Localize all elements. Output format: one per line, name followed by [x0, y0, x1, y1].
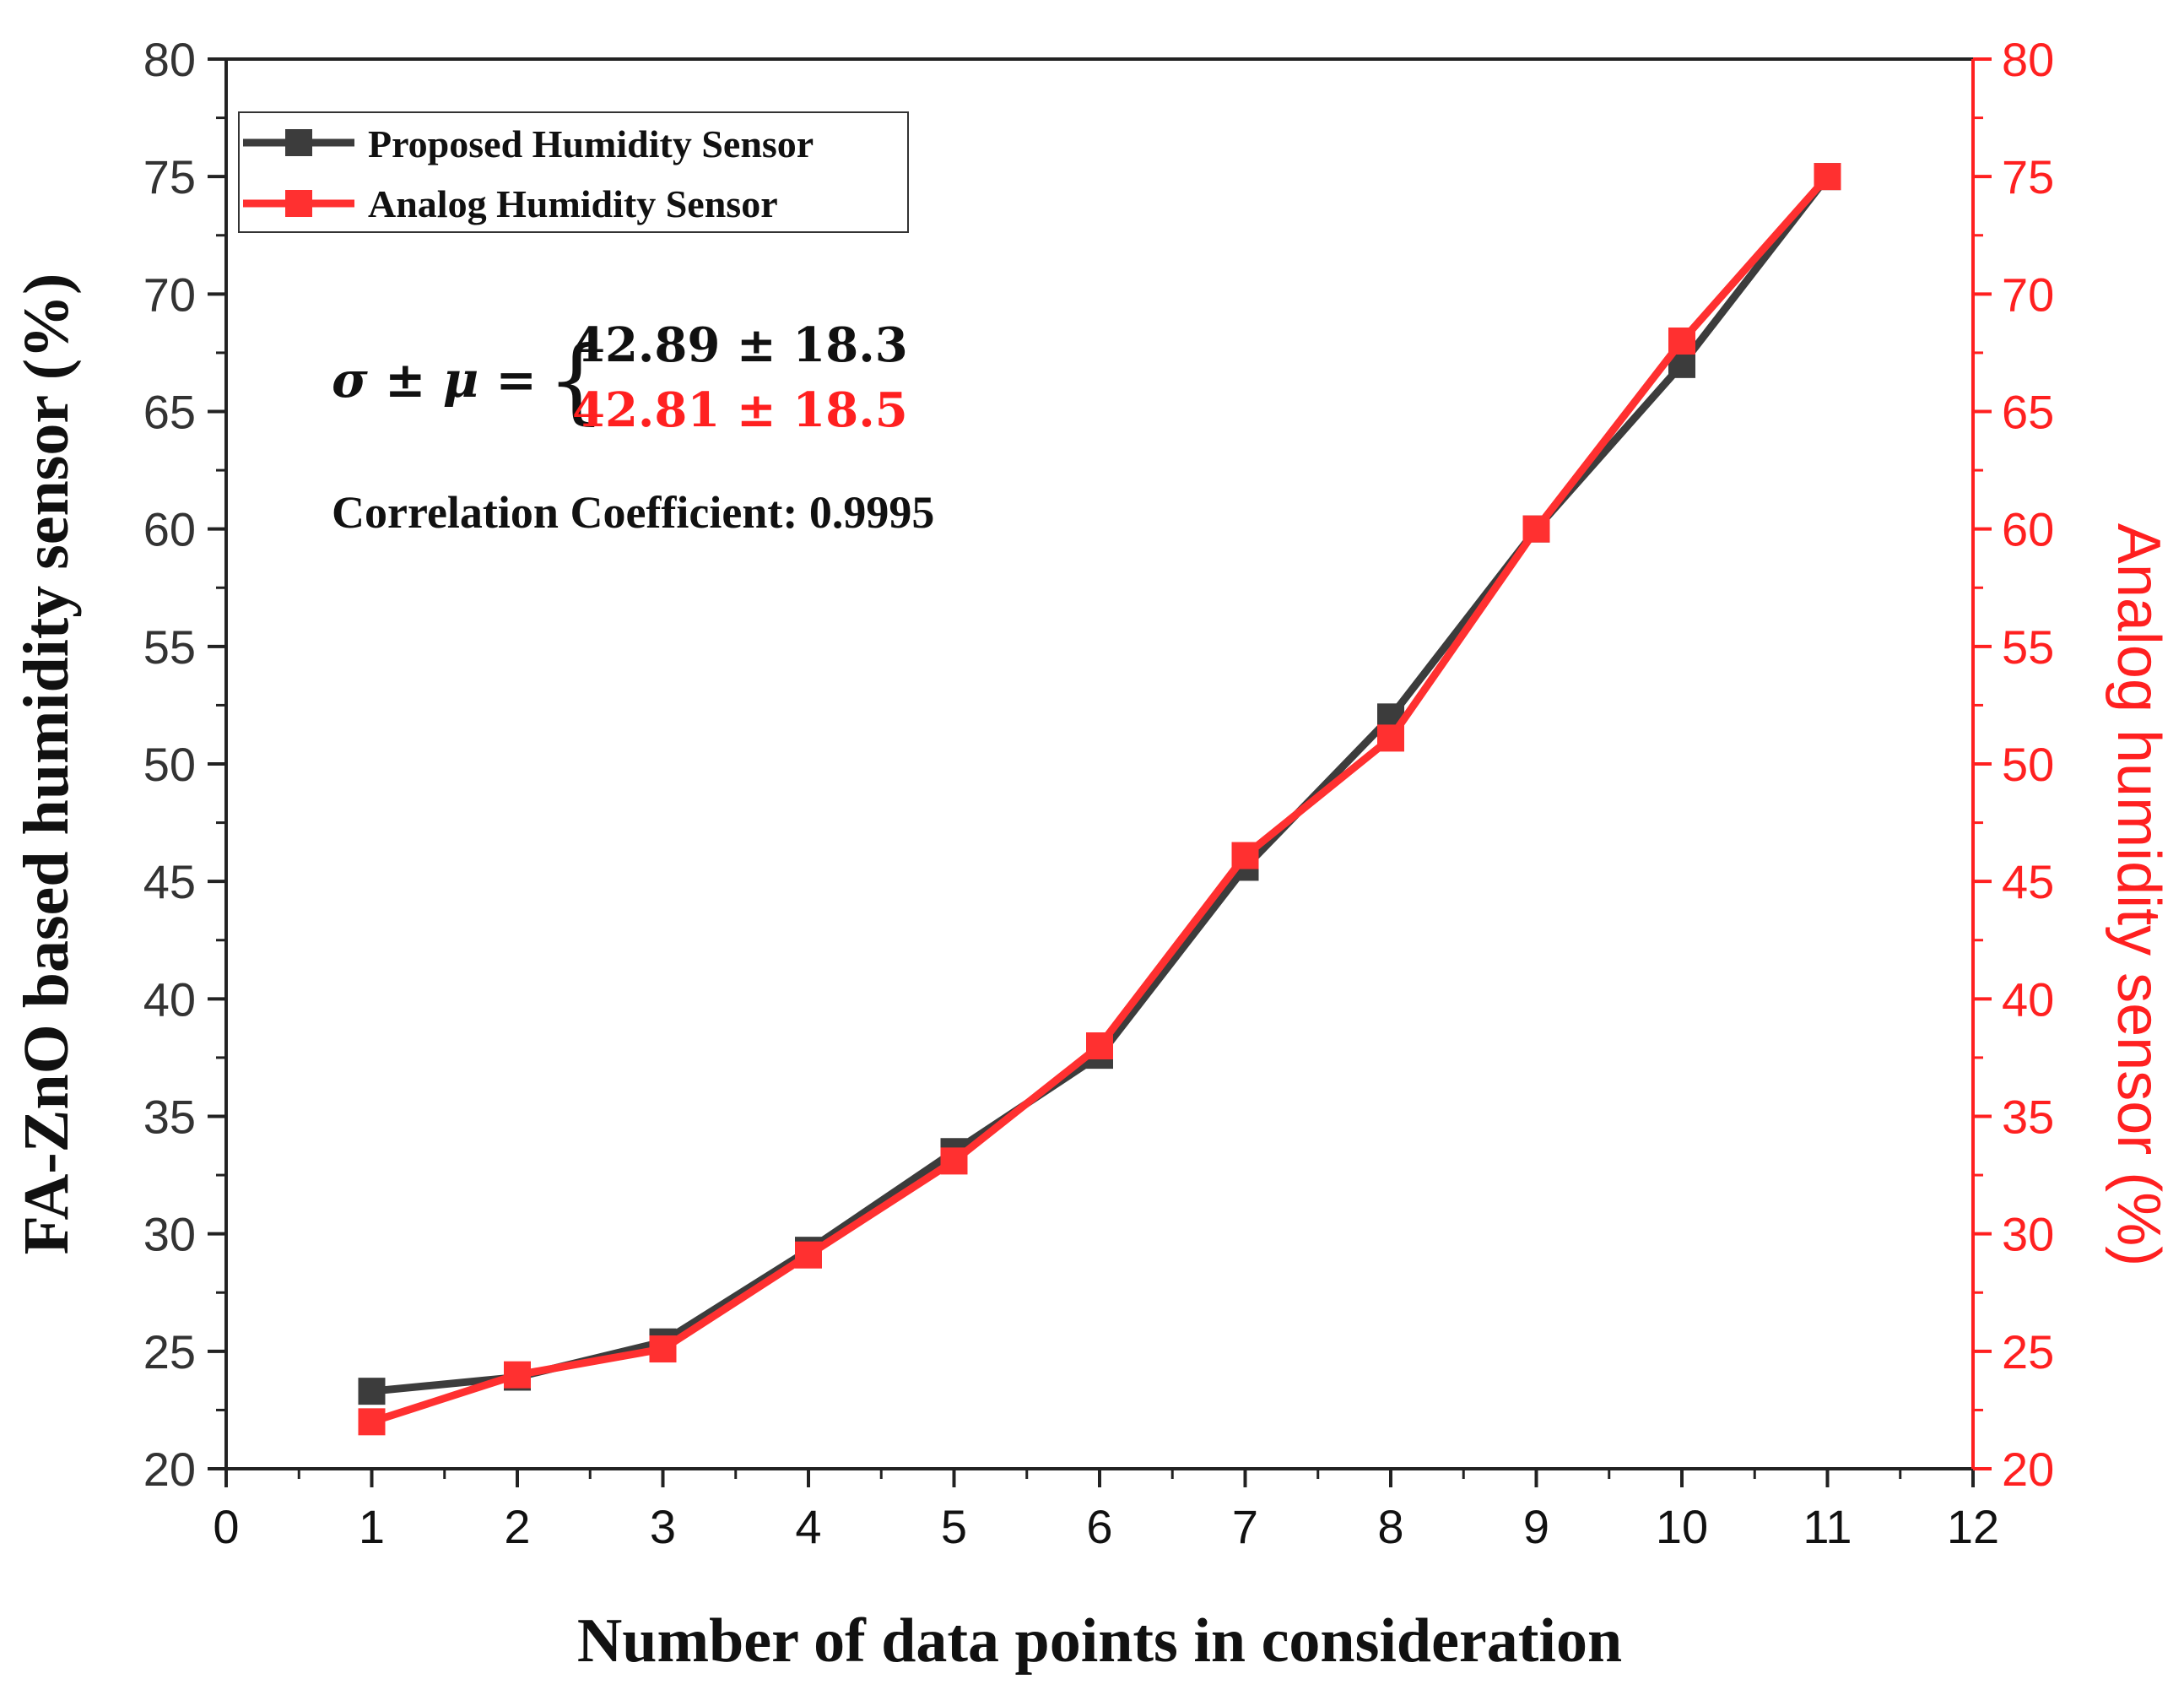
y-tick-label-left: 25 [143, 1325, 196, 1378]
y-tick-label-left: 35 [143, 1091, 196, 1144]
x-tick-label: 12 [1947, 1500, 1999, 1553]
x-tick-label: 0 [213, 1500, 239, 1553]
y-tick-label-right: 35 [2002, 1091, 2054, 1144]
tick-marks [208, 57, 1992, 1487]
x-tick-label: 5 [941, 1500, 967, 1553]
data-point-analog [1231, 842, 1259, 869]
y-tick-label-right: 20 [2002, 1443, 2054, 1496]
y-tick-label-left: 60 [143, 503, 196, 556]
data-point-analog [1814, 163, 1841, 191]
legend-marker-proposed [285, 129, 312, 156]
data-point-analog [1377, 724, 1404, 752]
y-tick-label-right: 40 [2002, 972, 2054, 1026]
x-tick-label: 7 [1232, 1500, 1258, 1553]
x-tick-label: 2 [504, 1500, 530, 1553]
y-axis-title-left: FA-ZnO based humidity sensor (%) [11, 273, 82, 1255]
y-tick-label-left: 80 [143, 33, 196, 86]
legend-box [238, 111, 909, 233]
equation-line-proposed: 42.89 ± 18.3 [572, 317, 908, 373]
y-tick-label-left: 65 [143, 386, 196, 439]
y-tick-label-right: 60 [2002, 503, 2054, 556]
y-tick-label-right: 75 [2002, 150, 2054, 203]
y-tick-label-right: 70 [2002, 268, 2054, 321]
equation-annotation: σ ± μ = { 42.89 ± 18.3 42.81 ± 18.5 [332, 317, 908, 438]
y-tick-label-right: 45 [2002, 855, 2054, 908]
x-tick-label: 6 [1086, 1500, 1112, 1553]
x-tick-label: 9 [1523, 1500, 1549, 1553]
x-tick-label: 3 [650, 1500, 676, 1553]
equation-line-analog: 42.81 ± 18.5 [572, 382, 908, 438]
data-point-analog [1668, 328, 1695, 355]
legend-marker-analog [285, 190, 312, 217]
data-point-analog [358, 1408, 386, 1436]
y-axis-title-right: Analog humidity sensor (%) [2105, 523, 2172, 1266]
y-tick-label-right: 50 [2002, 738, 2054, 791]
equation-lhs: σ ± μ = [332, 351, 537, 409]
x-tick-label: 10 [1656, 1500, 1708, 1553]
data-point-analog [504, 1361, 531, 1389]
x-tick-label: 1 [359, 1500, 385, 1553]
data-point-analog [1522, 515, 1550, 543]
data-point-analog [940, 1147, 968, 1175]
y-tick-label-right: 65 [2002, 386, 2054, 439]
y-tick-label-right: 30 [2002, 1208, 2054, 1261]
legend-label-analog: Analog Humidity Sensor [368, 182, 778, 225]
legend: Proposed Humidity Sensor Analog Humidity… [238, 111, 909, 233]
y-tick-label-left: 50 [143, 738, 196, 791]
data-point-analog [1086, 1032, 1113, 1059]
series-layer [358, 163, 1841, 1436]
y-tick-label-left: 45 [143, 855, 196, 908]
x-tick-label: 11 [1803, 1500, 1852, 1553]
data-point-proposed [358, 1378, 386, 1405]
x-tick-label: 8 [1377, 1500, 1403, 1553]
x-tick-label: 4 [795, 1500, 821, 1553]
y-tick-label-left: 75 [143, 150, 196, 203]
data-point-analog [649, 1335, 677, 1363]
y-tick-label-left: 20 [143, 1443, 196, 1496]
y-tick-label-right: 80 [2002, 33, 2054, 86]
equation-brace: { [547, 326, 606, 434]
x-axis-title: Number of data points in consideration [577, 1606, 1622, 1676]
y-tick-label-left: 30 [143, 1208, 196, 1261]
y-tick-label-left: 40 [143, 972, 196, 1026]
y-tick-label-right: 25 [2002, 1325, 2054, 1378]
legend-label-proposed: Proposed Humidity Sensor [368, 122, 814, 165]
correlation-coefficient: Correlation Coefficient: 0.9995 [332, 487, 934, 538]
data-point-analog [795, 1241, 822, 1269]
y-tick-label-right: 55 [2002, 620, 2054, 674]
y-tick-label-left: 70 [143, 268, 196, 321]
y-tick-label-left: 55 [143, 620, 196, 674]
